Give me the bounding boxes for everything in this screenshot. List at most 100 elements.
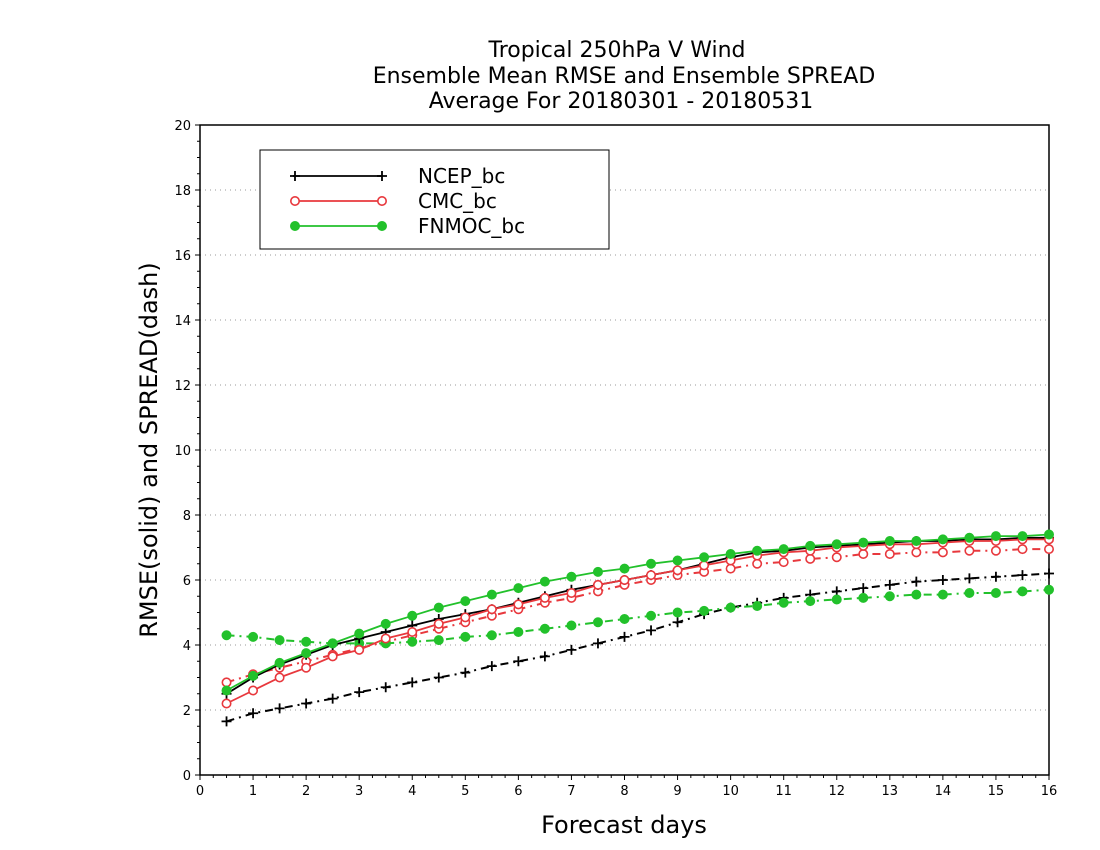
line-ncep-bc-spread (226, 572, 1050, 723)
series-ncep-bc-rmse (221, 532, 1054, 699)
x-tick-label-12: 12 (828, 784, 845, 799)
point-ncep-bc-spread-7 (407, 677, 418, 688)
point-ncep-bc-spread-27 (937, 575, 948, 585)
x-tick-label-7: 7 (567, 784, 575, 799)
point-ncep-bc-spread-15 (619, 631, 630, 642)
point-cmc-bc-spread-19 (725, 563, 736, 574)
legend-marker-end-fnmoc-bc (377, 221, 387, 231)
chart-title: Tropical 250hPa V Wind Ensemble Mean RMS… (373, 38, 876, 114)
point-fnmoc-bc-rmse-6 (380, 618, 391, 629)
point-fnmoc-bc-rmse-13 (566, 571, 577, 582)
point-fnmoc-bc-rmse-0 (221, 685, 232, 696)
point-fnmoc-bc-rmse-16 (646, 558, 657, 569)
point-ncep-bc-spread-1 (248, 708, 259, 719)
point-fnmoc-bc-rmse-19 (725, 549, 736, 559)
x-axis-label: Forecast days (541, 811, 707, 839)
point-fnmoc-bc-rmse-21 (778, 544, 789, 555)
y-tick-label-2: 2 (183, 704, 191, 719)
point-cmc-bc-spread-20 (752, 558, 763, 569)
point-cmc-bc-spread-31 (1044, 544, 1055, 555)
point-cmc-bc-rmse-5 (354, 644, 365, 655)
point-fnmoc-bc-spread-17 (672, 607, 683, 618)
legend-label-cmc-bc: CMC_bc (418, 189, 497, 213)
point-fnmoc-bc-spread-0 (221, 630, 232, 641)
point-fnmoc-bc-rmse-18 (699, 552, 710, 563)
point-cmc-bc-rmse-11 (513, 599, 524, 610)
x-tick-label-4: 4 (408, 784, 416, 799)
point-fnmoc-bc-rmse-20 (752, 545, 763, 556)
legend-item-cmc-bc: CMC_bc (289, 189, 497, 213)
x-tick-label-8: 8 (620, 784, 628, 799)
chart-title-line-3: Average For 20180301 - 20180531 (429, 89, 814, 114)
point-ncep-bc-spread-30 (1017, 570, 1028, 581)
point-ncep-bc-spread-10 (486, 661, 497, 672)
legend-marker-end-ncep-bc (377, 171, 387, 181)
point-cmc-bc-spread-30 (1017, 544, 1028, 555)
legend-item-ncep-bc: NCEP_bc (290, 164, 505, 188)
point-fnmoc-bc-rmse-28 (964, 532, 975, 543)
point-cmc-bc-rmse-12 (539, 592, 550, 603)
chart-title-line-1: Tropical 250hPa V Wind (487, 38, 745, 63)
x-tick-label-13: 13 (882, 784, 899, 799)
x-tick-label-0: 0 (196, 784, 204, 799)
point-fnmoc-bc-spread-1 (248, 631, 259, 642)
point-cmc-bc-spread-28 (964, 545, 975, 556)
point-ncep-bc-spread-17 (672, 617, 683, 628)
point-cmc-bc-spread-27 (937, 547, 948, 558)
point-fnmoc-bc-spread-30 (1017, 586, 1028, 597)
point-cmc-bc-rmse-18 (699, 560, 710, 571)
series-cmc-bc-rmse (221, 534, 1055, 709)
line-fnmoc-bc-rmse (226, 533, 1050, 692)
point-fnmoc-bc-spread-11 (513, 627, 524, 637)
point-fnmoc-bc-rmse-3 (301, 648, 312, 659)
point-cmc-bc-spread-22 (805, 553, 816, 564)
point-cmc-bc-rmse-8 (433, 618, 444, 629)
x-tick-label-15: 15 (988, 784, 1005, 799)
y-tick-label-8: 8 (183, 509, 191, 524)
point-cmc-bc-spread-21 (778, 557, 789, 568)
point-fnmoc-bc-rmse-17 (672, 555, 683, 566)
x-tick-label-5: 5 (461, 784, 469, 799)
x-tick-label-1: 1 (249, 784, 257, 799)
point-fnmoc-bc-spread-24 (858, 592, 869, 603)
x-tick-label-6: 6 (514, 784, 522, 799)
point-fnmoc-bc-spread-2 (274, 635, 285, 646)
point-fnmoc-bc-rmse-8 (433, 602, 444, 613)
point-fnmoc-bc-rmse-24 (858, 537, 869, 548)
point-cmc-bc-rmse-2 (274, 672, 285, 683)
point-fnmoc-bc-spread-26 (911, 589, 922, 600)
point-fnmoc-bc-rmse-26 (911, 536, 922, 546)
point-fnmoc-bc-rmse-14 (592, 566, 603, 577)
point-ncep-bc-spread-5 (354, 687, 365, 698)
point-fnmoc-bc-spread-3 (301, 636, 312, 647)
point-cmc-bc-rmse-17 (672, 565, 683, 576)
point-ncep-bc-spread-8 (433, 672, 444, 683)
point-cmc-bc-rmse-7 (407, 626, 418, 637)
line-cmc-bc-rmse (226, 538, 1049, 705)
point-fnmoc-bc-rmse-25 (884, 536, 895, 546)
point-fnmoc-bc-spread-21 (778, 597, 789, 608)
point-fnmoc-bc-rmse-4 (327, 638, 338, 649)
y-tick-label-14: 14 (174, 314, 191, 329)
point-cmc-bc-rmse-6 (380, 633, 391, 644)
x-tick-label-2: 2 (302, 784, 310, 799)
y-tick-label-16: 16 (174, 249, 191, 264)
point-cmc-bc-spread-24 (858, 548, 869, 559)
point-fnmoc-bc-spread-25 (884, 591, 895, 602)
y-tick-label-4: 4 (183, 639, 191, 654)
point-ncep-bc-spread-24 (858, 583, 869, 594)
point-ncep-bc-spread-29 (990, 571, 1001, 582)
y-tick-label-0: 0 (183, 769, 191, 784)
point-fnmoc-bc-spread-13 (566, 620, 577, 631)
point-fnmoc-bc-rmse-7 (407, 610, 418, 621)
point-fnmoc-bc-rmse-11 (513, 583, 524, 594)
point-cmc-bc-rmse-9 (460, 612, 471, 623)
point-fnmoc-bc-rmse-5 (354, 628, 365, 639)
point-ncep-bc-spread-11 (513, 656, 524, 667)
point-ncep-bc-spread-26 (911, 576, 922, 587)
point-fnmoc-bc-rmse-31 (1044, 529, 1054, 540)
legend-box (259, 149, 610, 250)
point-fnmoc-bc-spread-27 (937, 589, 948, 600)
point-fnmoc-bc-rmse-15 (619, 563, 630, 574)
point-fnmoc-bc-spread-7 (407, 636, 418, 647)
